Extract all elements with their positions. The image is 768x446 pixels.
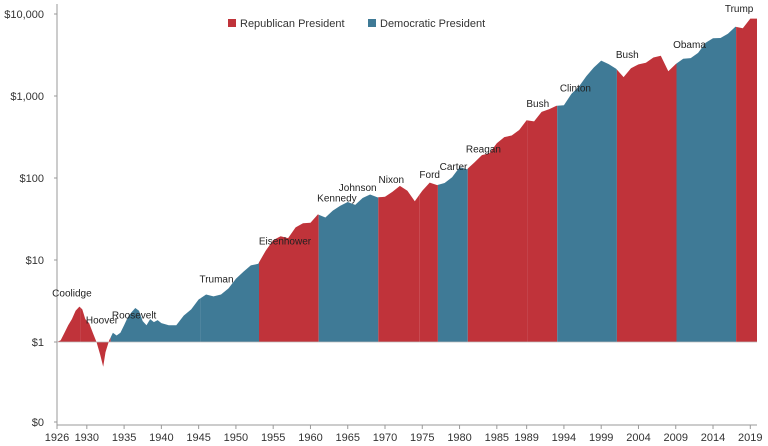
area-carter-9 [437, 167, 468, 342]
president-label-trump-15: Trump [725, 4, 754, 15]
legend-swatch [368, 19, 376, 27]
x-tick-label: 1989 [514, 432, 538, 444]
y-tick-label: $0 [32, 417, 44, 429]
area-nixon-7 [378, 185, 420, 342]
president-label-bush-13: Bush [616, 50, 639, 61]
y-tick-label: $10,000 [4, 9, 44, 21]
area-ford-8 [419, 182, 438, 342]
legend-label: Democratic President [380, 18, 485, 30]
legend-label: Republican President [240, 18, 345, 30]
x-tick-label: 2004 [626, 432, 650, 444]
area-trump-15 [736, 18, 757, 342]
x-tick-label: 1970 [373, 432, 397, 444]
president-label-kennedy-5: Kennedy [317, 194, 356, 205]
axes [56, 4, 757, 426]
x-tick-label: 1960 [298, 432, 322, 444]
president-label-clinton-12: Clinton [560, 84, 591, 95]
president-label-ford-8: Ford [419, 170, 440, 181]
y-tick-label: $100 [20, 173, 44, 185]
president-areas [57, 18, 757, 367]
x-tick-label: 1975 [410, 432, 434, 444]
area-eisenhower-4 [259, 214, 319, 342]
area-roosevelt-2 [110, 298, 201, 342]
y-tick-label: $1 [32, 337, 44, 349]
president-label-hoover-1: Hoover [86, 315, 119, 326]
x-tick-label: 1930 [75, 432, 99, 444]
x-tick-label: 1980 [447, 432, 471, 444]
area-truman-3 [200, 262, 259, 342]
president-label-carter-9: Carter [440, 162, 468, 173]
president-label-coolidge-0: Coolidge [52, 288, 92, 299]
x-tick-label: 1985 [485, 432, 509, 444]
president-label-reagan-10: Reagan [466, 145, 501, 156]
area-johnson-6 [339, 194, 379, 342]
area-reagan-10 [467, 120, 528, 342]
x-tick-label: 1940 [149, 432, 173, 444]
x-tick-label: 1935 [112, 432, 136, 444]
area-kennedy-5 [318, 206, 340, 342]
area-bush-13 [616, 55, 677, 342]
president-label-roosevelt-2: Roosevelt [112, 311, 157, 322]
y-axis-ticks: $10,000 $1,000 $100 $10 $1 $0 [4, 9, 57, 429]
area-coolidge-0 [57, 306, 81, 342]
x-tick-label: 1955 [261, 432, 285, 444]
president-label-truman-3: Truman [199, 275, 233, 286]
x-tick-label: 1999 [589, 432, 613, 444]
president-label-obama-14: Obama [673, 40, 706, 51]
president-label-bush-11: Bush [526, 99, 549, 110]
y-tick-label: $1,000 [10, 91, 44, 103]
x-tick-label: 1945 [186, 432, 210, 444]
legend-swatch [228, 19, 236, 27]
x-tick-label: 1965 [335, 432, 359, 444]
president-label-johnson-6: Johnson [339, 183, 377, 194]
x-tick-label: 2019 [738, 432, 762, 444]
president-label-eisenhower-4: Eisenhower [259, 237, 312, 248]
x-axis-ticks: 1926 1930 1935 1940 1945 1950 1955 1960 1965 1970… [45, 425, 763, 444]
area-bush-11 [527, 105, 558, 342]
area-clinton-12 [557, 60, 617, 342]
president-label-nixon-7: Nixon [379, 175, 405, 186]
x-tick-label: 1926 [45, 432, 69, 444]
area-hoover-1 [80, 308, 111, 367]
area-obama-14 [676, 26, 737, 342]
legend: Republican President Democratic President [228, 18, 485, 30]
y-tick-label: $10 [26, 255, 44, 267]
x-tick-label: 2014 [701, 432, 725, 444]
x-tick-label: 1950 [224, 432, 248, 444]
x-tick-label: 1994 [552, 432, 576, 444]
x-tick-label: 2009 [664, 432, 688, 444]
